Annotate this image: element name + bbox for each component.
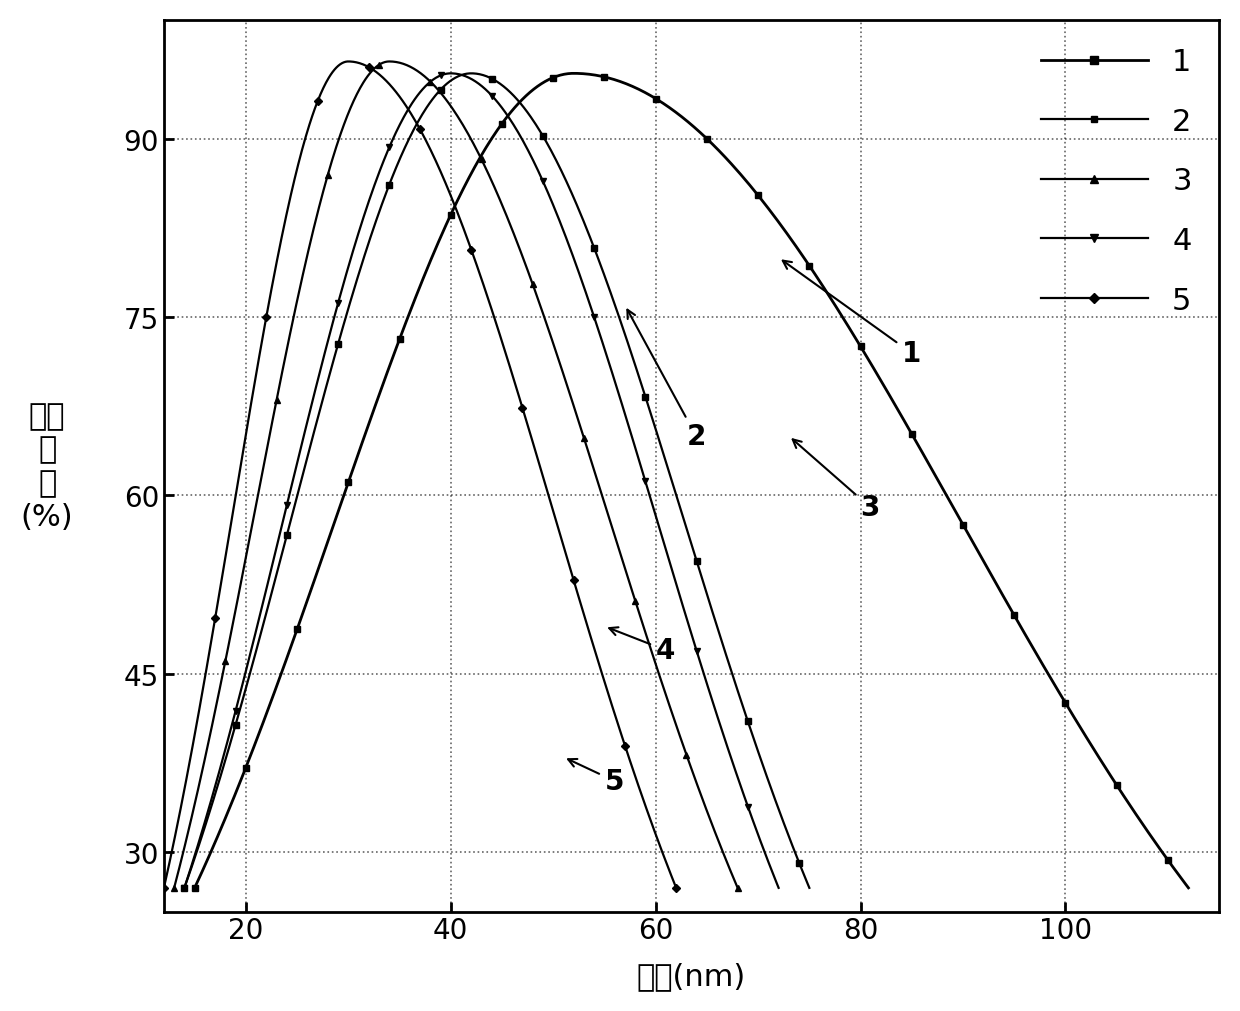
5 (310, 96, 325, 108)
3 (372, 60, 387, 72)
Text: 2: 2 (627, 310, 706, 451)
1 (956, 520, 971, 532)
2 (740, 716, 755, 728)
2 (639, 391, 653, 403)
5 (207, 613, 222, 625)
Text: 3: 3 (792, 440, 880, 522)
4 (433, 71, 448, 83)
Y-axis label: 相对
浓
度
(%): 相对 浓 度 (%) (21, 401, 73, 531)
1 (904, 429, 919, 441)
1 (750, 190, 765, 202)
3 (423, 77, 438, 89)
3 (730, 882, 745, 894)
5 (156, 882, 171, 894)
3 (320, 170, 335, 182)
3 (218, 655, 233, 667)
3 (627, 594, 642, 607)
4 (639, 476, 653, 488)
1 (699, 133, 714, 146)
3 (680, 749, 694, 761)
1 (1007, 610, 1022, 622)
Line: 2: 2 (181, 77, 802, 891)
Legend: 1, 2, 3, 4, 5: 1, 2, 3, 4, 5 (1028, 36, 1204, 328)
2 (536, 130, 551, 143)
1 (802, 261, 817, 273)
2 (689, 556, 704, 568)
4 (536, 176, 551, 188)
5 (259, 311, 274, 324)
1 (596, 72, 611, 84)
Line: 5: 5 (161, 66, 680, 891)
Line: 1: 1 (191, 75, 1172, 892)
1 (187, 882, 202, 894)
Text: 5: 5 (568, 759, 624, 795)
5 (464, 245, 479, 257)
Line: 4: 4 (181, 73, 751, 892)
2 (791, 856, 806, 868)
1 (238, 761, 253, 773)
4 (740, 801, 755, 813)
5 (515, 402, 529, 415)
1 (1058, 698, 1073, 710)
5 (413, 124, 428, 136)
5 (618, 740, 632, 752)
4 (587, 311, 601, 324)
1 (392, 334, 407, 346)
Line: 3: 3 (171, 63, 742, 892)
5 (361, 62, 376, 74)
4 (485, 90, 500, 102)
1 (546, 73, 560, 85)
2 (587, 243, 601, 255)
2 (433, 85, 448, 97)
1 (290, 624, 305, 636)
1 (1161, 854, 1176, 866)
X-axis label: 粒径(nm): 粒径(nm) (637, 961, 746, 990)
Text: 4: 4 (609, 628, 675, 664)
2 (279, 530, 294, 542)
4 (331, 298, 346, 310)
1 (853, 341, 868, 353)
3 (526, 279, 541, 291)
Text: 1: 1 (782, 262, 921, 367)
5 (668, 882, 683, 894)
4 (382, 142, 397, 154)
2 (485, 74, 500, 86)
3 (577, 433, 591, 445)
2 (331, 339, 346, 351)
4 (279, 499, 294, 512)
3 (166, 882, 181, 894)
1 (649, 93, 663, 105)
2 (177, 882, 192, 894)
5 (567, 575, 582, 587)
1 (341, 477, 356, 489)
2 (382, 179, 397, 191)
4 (689, 645, 704, 657)
3 (474, 155, 489, 167)
1 (1110, 779, 1125, 792)
1 (444, 209, 459, 221)
4 (228, 705, 243, 717)
3 (269, 394, 284, 406)
2 (228, 719, 243, 731)
1 (495, 118, 510, 130)
4 (177, 882, 192, 894)
